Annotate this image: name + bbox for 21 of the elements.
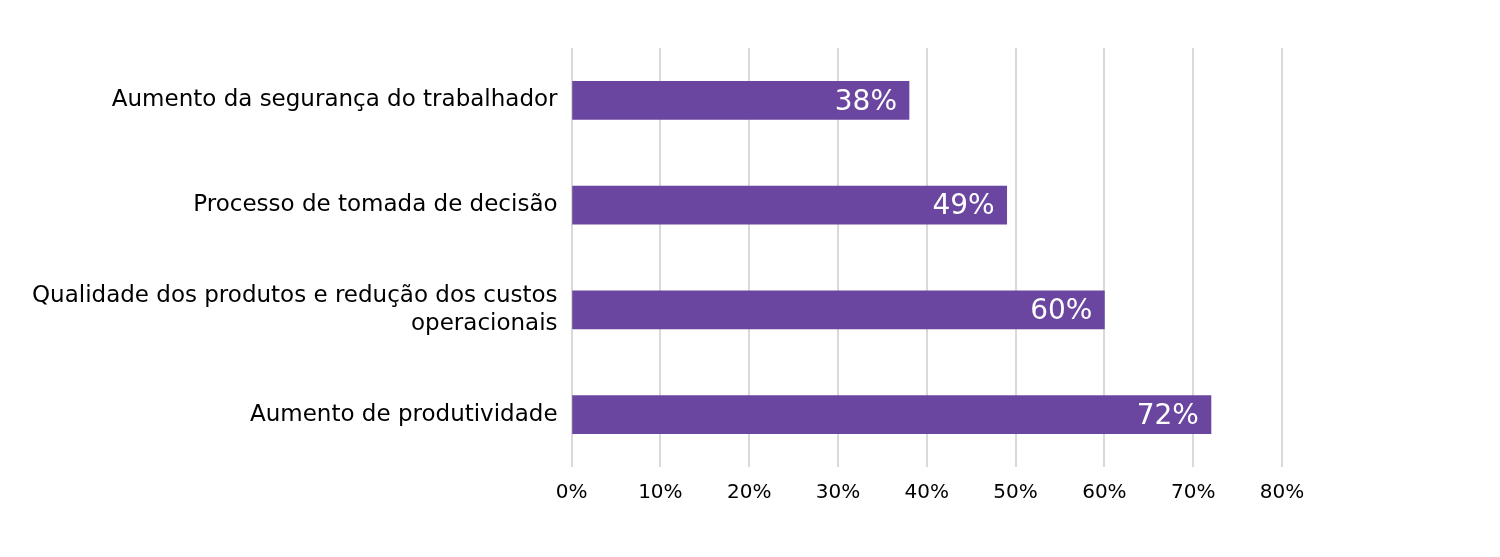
data-label: 72%: [1136, 397, 1199, 431]
x-tick-label: 0%: [555, 479, 588, 504]
y-tick-label: Aumento de produtividade: [250, 399, 558, 426]
data-label: 38%: [834, 83, 898, 117]
y-tick-label: Processo de tomada de decisão: [193, 190, 558, 217]
x-tick-label: 50%: [993, 479, 1038, 504]
bar: [572, 290, 1105, 330]
y-tick-label: Aumento da segurança do trabalhador: [111, 85, 559, 112]
x-tick-label: 20%: [726, 479, 772, 504]
y-tick-label: Qualidade dos produtos e redução dos custos operacionais: [31, 281, 558, 335]
x-tick-label: 80%: [1259, 479, 1305, 504]
bar: [572, 395, 1212, 434]
x-tick-label: 10%: [638, 479, 683, 504]
data-label: 49%: [932, 188, 995, 222]
x-tick-label: 30%: [815, 479, 861, 504]
bar: [572, 81, 910, 120]
bar: [572, 185, 1008, 225]
x-tick-label: 70%: [1170, 479, 1216, 504]
data-label: 60%: [1030, 293, 1093, 327]
x-tick-label: 40%: [904, 479, 950, 504]
x-tick-label: 60%: [1082, 479, 1127, 504]
